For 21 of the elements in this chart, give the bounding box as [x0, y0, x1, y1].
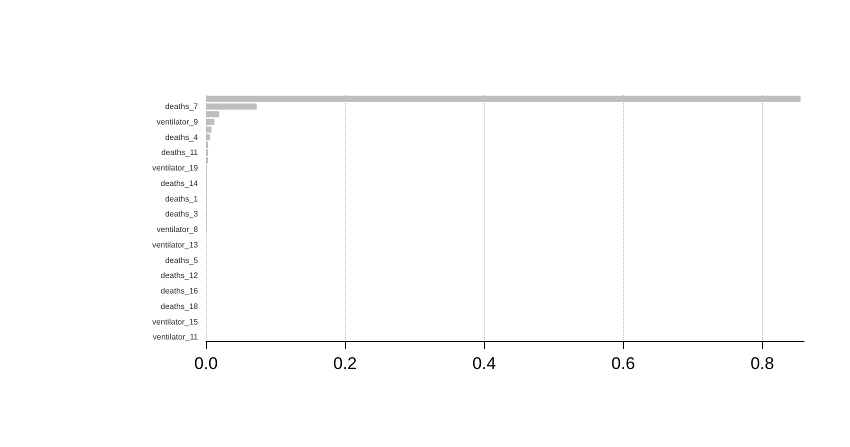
x-tick-label: 0.2 [333, 354, 357, 373]
y-tick-label: deaths_3 [165, 210, 199, 219]
y-tick-label: deaths_18 [160, 302, 199, 311]
y-tick-label: ventilator_9 [156, 117, 199, 126]
y-tick-label: ventilator_11 [152, 332, 199, 342]
y-tick-label: deaths_1 [165, 194, 199, 204]
y-tick-label: deaths_4 [165, 132, 199, 142]
y-tick-label: deaths_7 [165, 102, 199, 112]
y-tick-label: deaths_16 [160, 286, 199, 296]
x-tick-label: 0.8 [750, 354, 774, 373]
y-tick-label: deaths_5 [165, 256, 199, 265]
x-tick-label: 0.6 [611, 354, 636, 373]
y-tick-label: ventilator_15 [152, 317, 199, 326]
x-tick-label: 0.4 [472, 354, 496, 373]
y-tick-label: deaths_11 [161, 148, 199, 158]
x-tick-label: 0.0 [194, 354, 218, 373]
y-tick-label: ventilator_19 [152, 164, 199, 173]
y-tick-label: ventilator_8 [156, 225, 199, 234]
y-tick-label: ventilator_13 [152, 240, 199, 250]
y-tick-label: deaths_12 [160, 271, 199, 280]
y-tick-label: deaths_14 [160, 178, 199, 188]
